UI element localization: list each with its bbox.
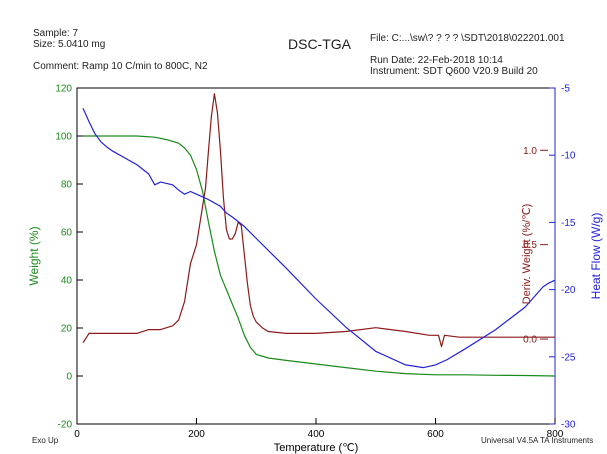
x-axis-label: Temperature (℃) xyxy=(274,442,359,454)
left-y-tick-label: 120 xyxy=(55,84,72,95)
right-y-tick-label: -5 xyxy=(561,84,570,95)
chart-title: DSC-TGA xyxy=(288,36,351,52)
deriv-weight-series-line xyxy=(82,93,555,348)
deriv-y-tick-label: 1.0 xyxy=(523,146,537,157)
x-tick-label: 400 xyxy=(308,429,325,440)
heat-flow-series-line xyxy=(82,107,556,369)
plot-frame xyxy=(76,87,556,425)
x-tick-label: 600 xyxy=(427,429,444,440)
comment-label: Comment: Ramp 10 C/min to 800C, N2 xyxy=(33,61,208,72)
right-y-tick-label: -25 xyxy=(561,352,576,363)
run-date-label: Run Date: 22-Feb-2018 10:14 xyxy=(370,55,503,66)
software-label: Universal V4.5A TA Instruments xyxy=(481,436,594,445)
right-y-tick-label: -30 xyxy=(561,420,576,431)
deriv-y-tick-label: 0.5 xyxy=(523,240,537,251)
left-y-tick-label: 40 xyxy=(61,276,73,287)
left-y-tick-label: 100 xyxy=(55,132,72,143)
exo-up-label: Exo Up xyxy=(32,436,59,445)
left-y-tick-label: -20 xyxy=(58,420,73,431)
x-tick-label: 800 xyxy=(547,429,564,440)
deriv-y-tick-label: 0.0 xyxy=(523,335,537,346)
left-y-tick-label: 20 xyxy=(61,324,73,335)
y-axis-label-deriv: Deriv. Weight (%/℃) xyxy=(521,204,533,305)
x-tick-label: 0 xyxy=(74,429,80,440)
y-axis-label-weight: Weight (%) xyxy=(27,226,41,285)
right-y-tick-label: -10 xyxy=(561,151,576,162)
left-y-tick-label: 0 xyxy=(66,372,72,383)
sample-label: Sample: 7 xyxy=(33,28,79,39)
weight-series-line xyxy=(83,135,556,377)
y-axis-label-heatflow: Heat Flow (W/g) xyxy=(589,213,603,300)
left-y-tick-label: 80 xyxy=(61,180,73,191)
x-tick-label: 200 xyxy=(188,429,205,440)
right-y-tick-label: -15 xyxy=(561,218,576,229)
size-label: Size: 5.0410 mg xyxy=(33,39,106,50)
right-y-tick-label: -20 xyxy=(561,285,576,296)
instrument-label: Instrument: SDT Q600 V20.9 Build 20 xyxy=(370,66,538,77)
file-label: File: C:...\sw\? ? ? ? \SDT\2018\022201.… xyxy=(370,33,565,44)
left-y-tick-label: 60 xyxy=(61,228,73,239)
